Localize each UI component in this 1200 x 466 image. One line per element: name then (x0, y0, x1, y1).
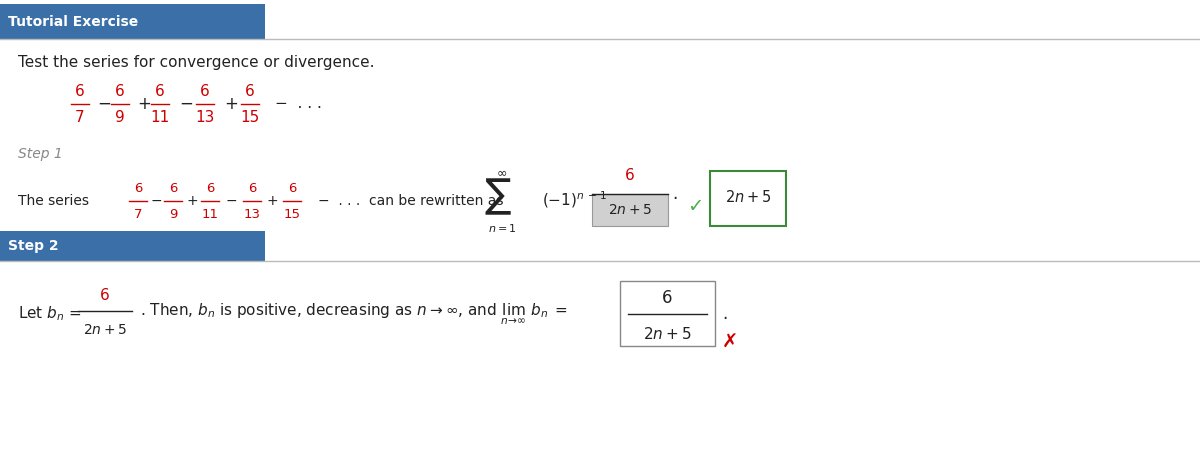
Text: ✓: ✓ (686, 198, 703, 217)
Text: 6: 6 (200, 83, 210, 98)
Text: $\sum$: $\sum$ (484, 177, 512, 217)
Text: −: − (226, 194, 236, 208)
Text: $\infty$: $\infty$ (497, 166, 508, 179)
Text: ✗: ✗ (722, 333, 738, 351)
Text: $2n + 5$: $2n + 5$ (83, 323, 127, 337)
FancyBboxPatch shape (620, 281, 715, 346)
Text: $2n + 5$: $2n + 5$ (608, 203, 652, 217)
Text: Test the series for convergence or divergence.: Test the series for convergence or diver… (18, 55, 374, 70)
Text: 7: 7 (76, 110, 85, 124)
Text: Step 2: Step 2 (8, 239, 59, 253)
Text: 9: 9 (169, 207, 178, 220)
Text: $(-1)^{n\,-\,1}$: $(-1)^{n\,-\,1}$ (542, 190, 607, 210)
Text: 9: 9 (115, 110, 125, 124)
FancyBboxPatch shape (592, 194, 668, 226)
Text: 6: 6 (134, 181, 142, 194)
FancyBboxPatch shape (0, 231, 265, 261)
Text: 6: 6 (206, 181, 214, 194)
Text: +: + (224, 95, 238, 113)
Text: 6: 6 (245, 83, 254, 98)
Text: .: . (672, 185, 677, 203)
Text: 6: 6 (625, 167, 635, 183)
Text: $n = 1$: $n = 1$ (487, 222, 516, 234)
Text: 6: 6 (662, 289, 673, 307)
FancyBboxPatch shape (0, 4, 265, 39)
Text: 6: 6 (76, 83, 85, 98)
Text: Let $b_n$ =: Let $b_n$ = (18, 305, 83, 323)
Text: .: . (722, 305, 727, 323)
FancyBboxPatch shape (710, 171, 786, 226)
Text: 6: 6 (248, 181, 256, 194)
Text: $2n + 5$: $2n + 5$ (725, 189, 772, 205)
Text: +: + (137, 95, 151, 113)
Text: Tutorial Exercise: Tutorial Exercise (8, 14, 138, 28)
Text: Step 1: Step 1 (18, 147, 62, 161)
Text: −: − (179, 95, 193, 113)
Text: 6: 6 (115, 83, 125, 98)
Text: 11: 11 (150, 110, 169, 124)
Text: The series: The series (18, 194, 89, 208)
Text: +: + (266, 194, 278, 208)
Text: 13: 13 (196, 110, 215, 124)
Text: −: − (150, 194, 162, 208)
Text: 11: 11 (202, 207, 218, 220)
Text: . Then, $b_n$ is positive, decreasing as $n \to \infty$, and $\lim_{n\to\infty}$: . Then, $b_n$ is positive, decreasing as… (140, 302, 568, 327)
Text: $2n + 5$: $2n + 5$ (643, 326, 691, 342)
Text: 15: 15 (240, 110, 259, 124)
Text: −  . . .: − . . . (275, 96, 322, 111)
Text: 7: 7 (133, 207, 143, 220)
Text: −  . . .  can be rewritten as: − . . . can be rewritten as (318, 194, 504, 208)
Text: 6: 6 (169, 181, 178, 194)
Text: 6: 6 (100, 288, 110, 303)
Text: 15: 15 (283, 207, 300, 220)
Text: +: + (186, 194, 198, 208)
Text: 6: 6 (288, 181, 296, 194)
Text: −: − (97, 95, 110, 113)
Text: 6: 6 (155, 83, 164, 98)
Text: 13: 13 (244, 207, 260, 220)
